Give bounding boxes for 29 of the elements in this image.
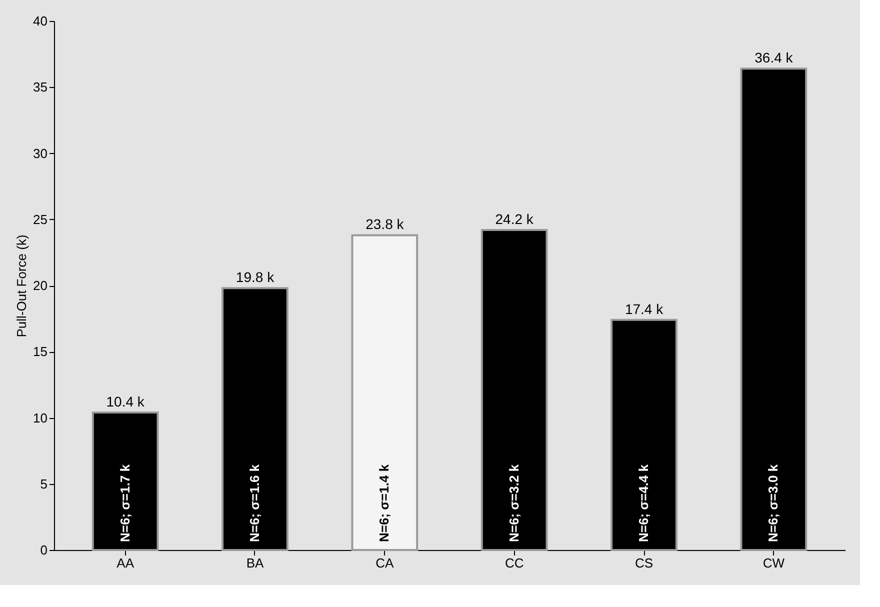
annotation: N=6; σ=4.4 k <box>636 464 652 542</box>
y-tick-label: 5 <box>40 476 48 492</box>
bar <box>351 234 418 551</box>
y-tick-label: 10 <box>33 410 48 426</box>
y-tick-label: 30 <box>33 146 48 161</box>
x-tick-label: AA <box>116 556 134 570</box>
y-axis-title: Pull-Out Force (k) <box>14 234 30 338</box>
x-tick-label: CW <box>762 556 786 570</box>
annotation: N=6; σ=1.6 k <box>246 464 262 542</box>
data-label: 10.4 k <box>106 393 146 410</box>
y-tick-label: 0 <box>40 542 48 558</box>
x-tick-label: CA <box>376 556 394 570</box>
data-label: 24.2 k <box>495 210 534 227</box>
annotation: N=6; σ=3.2 k <box>506 464 522 542</box>
y-tick-label: 15 <box>33 344 48 360</box>
y-tick-label: 25 <box>33 212 48 227</box>
x-tick-label: CC <box>504 556 524 570</box>
y-tick-label: 20 <box>33 278 48 293</box>
data-label: 17.4 k <box>624 300 664 317</box>
x-tick-label: BA <box>246 556 264 570</box>
annotation: N=6; σ=1.7 k <box>117 464 132 542</box>
annotation: N=6; σ=1.4 k <box>376 464 392 542</box>
data-label: 19.8 k <box>236 269 276 286</box>
y-tick-label: 35 <box>33 80 48 95</box>
data-label: 36.4 k <box>754 50 794 66</box>
data-label: 23.8 k <box>366 216 405 232</box>
y-tick-label: 40 <box>33 14 48 28</box>
x-tick-label: CS <box>634 556 654 570</box>
annotation: N=6; σ=3.0 k <box>766 464 781 542</box>
